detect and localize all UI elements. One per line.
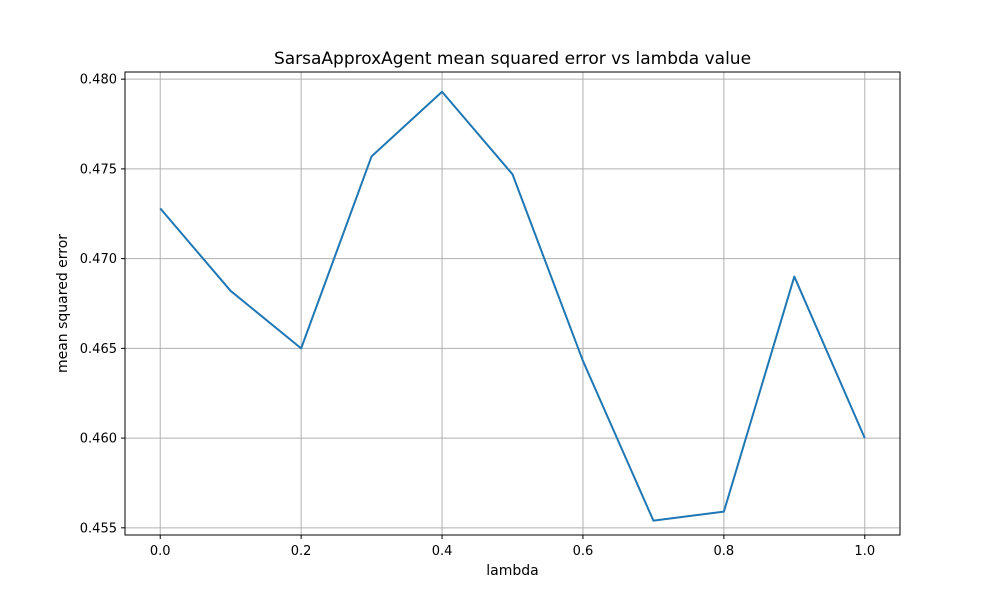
x-tick-label: 0.2 <box>291 544 312 559</box>
y-tick-label: 0.480 <box>80 73 117 88</box>
y-axis: 0.455 0.460 0.465 0.470 0.475 0.480 <box>80 73 125 536</box>
y-tick-label: 0.475 <box>80 162 117 177</box>
y-axis-label: mean squared error <box>55 234 71 373</box>
x-tick-label: 0.4 <box>432 544 453 559</box>
series-layer <box>159 90 866 522</box>
y-tick-label: 0.470 <box>80 252 117 267</box>
y-tick-label: 0.460 <box>80 432 117 447</box>
plot-frame <box>124 71 901 536</box>
x-tick-label: 0.8 <box>714 544 735 559</box>
grid <box>125 72 900 535</box>
x-axis-label: lambda <box>486 563 538 579</box>
chart-title: SarsaApproxAgent mean squared error vs l… <box>274 49 751 69</box>
series-line <box>159 90 866 522</box>
y-tick-label: 0.455 <box>80 521 117 536</box>
x-tick-label: 0.6 <box>573 544 594 559</box>
x-tick-label: 0.0 <box>150 544 171 559</box>
x-tick-label: 1.0 <box>854 544 875 559</box>
y-tick-label: 0.465 <box>80 342 117 357</box>
x-axis: 0.0 0.2 0.4 0.6 0.8 1.0 <box>150 535 875 559</box>
